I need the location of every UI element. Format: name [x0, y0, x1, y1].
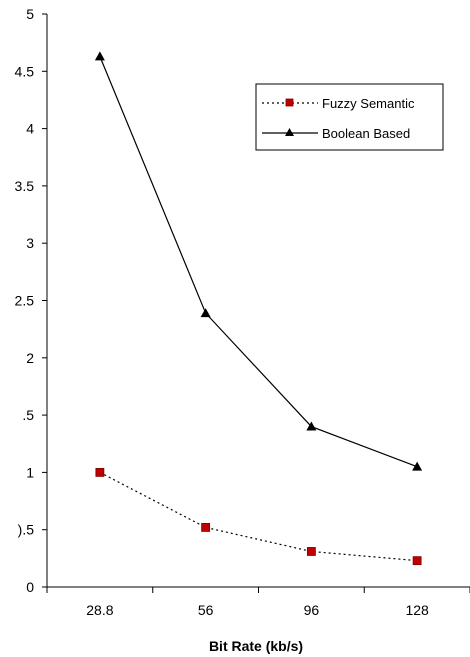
legend-item-boolean-based: Boolean Based — [262, 126, 410, 141]
y-tick-label: ).5 — [18, 522, 35, 538]
y-tick-label: .5 — [22, 407, 34, 423]
series-boolean-based — [94, 51, 423, 471]
x-tick-label: 128 — [405, 602, 429, 618]
y-tick-label: 0 — [26, 579, 34, 595]
legend-marker-boolean-based — [285, 128, 294, 136]
legend: Fuzzy Semantic Boolean Based — [255, 83, 444, 151]
legend-marker-fuzzy-semantic — [285, 98, 294, 107]
legend-box — [255, 83, 444, 151]
legend-item-fuzzy-semantic: Fuzzy Semantic — [262, 96, 415, 111]
y-tick-label: 2 — [26, 350, 34, 366]
y-tick-label: 3.5 — [15, 178, 35, 194]
series-fuzzy-semantic — [95, 467, 422, 566]
data-point — [412, 556, 422, 566]
y-tick-label: 5 — [26, 6, 34, 22]
y-tick-label: 1 — [26, 464, 34, 480]
y-tick-label: 2.5 — [15, 293, 35, 309]
x-axis-title: Bit Rate (kb/s) — [209, 638, 303, 654]
series-layer — [94, 51, 423, 566]
data-point — [94, 51, 105, 61]
x-tick-label: 28.8 — [86, 602, 113, 618]
y-tick-label: 4.5 — [15, 63, 35, 79]
data-point — [412, 461, 423, 471]
y-tick-label: 3 — [26, 235, 34, 251]
series-line-boolean-based — [99, 56, 418, 468]
data-point — [200, 308, 211, 318]
x-axis-ticks: 28.8 56 96 128 — [46, 587, 470, 618]
data-point — [95, 467, 105, 477]
y-axis-ticks: 0 ).5 1 .5 2 2.5 3 3.5 4 4.5 5 — [15, 6, 47, 595]
legend-label-boolean-based: Boolean Based — [322, 126, 410, 141]
x-tick-label: 56 — [198, 602, 214, 618]
data-point — [306, 421, 317, 431]
legend-label-fuzzy-semantic: Fuzzy Semantic — [322, 96, 415, 111]
y-tick-label: 4 — [26, 121, 34, 137]
data-point — [306, 547, 316, 556]
series-line-fuzzy-semantic — [99, 471, 418, 562]
x-tick-label: 96 — [304, 602, 320, 618]
data-point — [201, 523, 211, 532]
